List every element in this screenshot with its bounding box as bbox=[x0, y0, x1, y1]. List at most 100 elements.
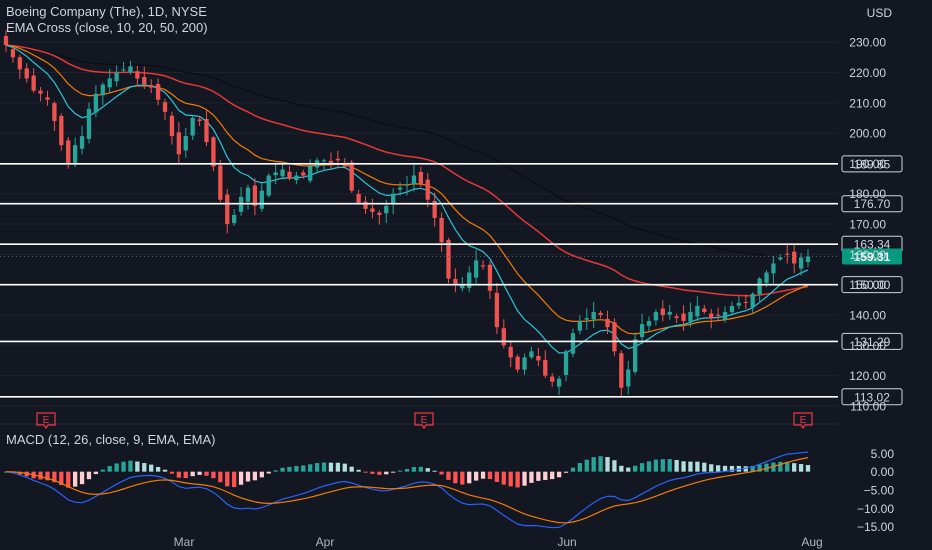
macd-histogram-bar bbox=[183, 471, 188, 479]
earnings-marker[interactable]: E bbox=[36, 412, 56, 430]
candle-body bbox=[764, 272, 769, 283]
earnings-letter: E bbox=[43, 415, 50, 426]
candle-body bbox=[335, 158, 341, 161]
macd-legend[interactable]: MACD (12, 26, close, 9, EMA, EMA) bbox=[6, 432, 216, 447]
candle-body bbox=[190, 117, 195, 136]
candle-body bbox=[321, 160, 327, 162]
macd-histogram-bar bbox=[702, 462, 707, 472]
candle-body bbox=[225, 194, 230, 225]
candle-body bbox=[736, 302, 742, 306]
macd-histogram-bar bbox=[743, 466, 748, 472]
candle bbox=[515, 354, 520, 373]
candle bbox=[370, 198, 375, 219]
candle bbox=[584, 308, 589, 330]
candle bbox=[736, 296, 742, 310]
price-tick-label: 220.00 bbox=[849, 66, 886, 80]
candle bbox=[709, 308, 714, 329]
candle-body bbox=[107, 78, 112, 88]
macd-histogram-bar bbox=[45, 471, 50, 481]
macd-histogram-bar bbox=[674, 459, 679, 472]
candle-body bbox=[487, 264, 493, 291]
macd-histogram-bar bbox=[646, 461, 652, 472]
candle bbox=[238, 187, 244, 216]
macd-histogram-bar bbox=[501, 471, 506, 485]
time-tick-label: Apr bbox=[316, 535, 335, 549]
candle bbox=[480, 260, 486, 270]
candle-body bbox=[397, 187, 403, 190]
macd-histogram-bar bbox=[487, 471, 493, 480]
candle bbox=[287, 165, 292, 181]
candle-body bbox=[211, 137, 216, 167]
macd-histogram-bar bbox=[681, 461, 686, 472]
candle bbox=[453, 268, 458, 293]
earnings-marker[interactable]: E bbox=[793, 412, 813, 430]
candle bbox=[702, 304, 707, 314]
candle-body bbox=[695, 305, 700, 317]
chart-title: Boeing Company (The), 1D, NYSE bbox=[6, 4, 207, 19]
candle bbox=[169, 111, 175, 145]
candle bbox=[349, 160, 354, 193]
candle bbox=[155, 78, 161, 106]
candle-body bbox=[805, 256, 811, 263]
candle bbox=[114, 65, 119, 87]
price-tick-label: 130.00 bbox=[849, 339, 886, 353]
candle bbox=[24, 63, 29, 83]
macd-histogram-bar bbox=[543, 471, 548, 481]
candle-body bbox=[778, 257, 783, 260]
candle-body bbox=[24, 68, 29, 79]
macd-histogram-bar bbox=[798, 464, 804, 472]
candle-body bbox=[142, 76, 147, 85]
candle bbox=[273, 163, 278, 185]
candle-body bbox=[93, 93, 99, 113]
indicator-legend[interactable]: EMA Cross (close, 10, 20, 50, 200) bbox=[6, 20, 208, 35]
candle bbox=[591, 301, 596, 329]
macd-histogram-bar bbox=[757, 464, 762, 472]
candle bbox=[508, 341, 513, 368]
macd-histogram-bar bbox=[536, 471, 541, 481]
candle bbox=[17, 54, 22, 79]
candle-body bbox=[639, 324, 645, 338]
candle-body bbox=[391, 193, 396, 204]
macd-histogram-bar bbox=[79, 471, 85, 485]
candle bbox=[467, 266, 472, 293]
candle bbox=[715, 307, 721, 322]
candle bbox=[432, 192, 437, 227]
candle-body bbox=[45, 97, 50, 100]
macd-histogram-bar bbox=[453, 471, 458, 484]
candle bbox=[100, 82, 105, 106]
price-tick-label: 190.00 bbox=[849, 157, 886, 171]
candle bbox=[494, 283, 500, 335]
candle bbox=[598, 310, 603, 319]
candle-body bbox=[356, 194, 361, 203]
candle bbox=[176, 121, 181, 165]
candle-body bbox=[529, 351, 534, 358]
candle-body bbox=[128, 66, 133, 73]
candle bbox=[418, 166, 423, 187]
macd-histogram-bar bbox=[259, 471, 264, 478]
candle-body bbox=[266, 175, 271, 196]
candle-body bbox=[674, 316, 679, 319]
macd-histogram-bar bbox=[764, 463, 769, 472]
candle-body bbox=[197, 119, 202, 121]
candle-body bbox=[467, 272, 472, 288]
candle-body bbox=[273, 172, 278, 176]
candle bbox=[162, 98, 168, 121]
candle-body bbox=[425, 179, 430, 200]
candle-body bbox=[59, 115, 64, 146]
level-label-box bbox=[841, 155, 903, 173]
macd-histogram-bar bbox=[370, 471, 375, 474]
macd-histogram-bar bbox=[805, 465, 811, 472]
macd-pane bbox=[3, 451, 811, 529]
candle bbox=[335, 150, 341, 168]
earnings-marker[interactable]: E bbox=[414, 412, 434, 430]
candle-body bbox=[31, 75, 36, 91]
macd-histogram-bar bbox=[321, 462, 327, 472]
macd-histogram-bar bbox=[162, 469, 168, 472]
candle bbox=[79, 125, 85, 155]
time-tick-label: Aug bbox=[801, 535, 822, 549]
candle bbox=[674, 313, 679, 323]
macd-histogram-bar bbox=[577, 462, 582, 472]
macd-histogram-bar bbox=[619, 465, 624, 472]
macd-histogram-bar bbox=[342, 463, 347, 472]
